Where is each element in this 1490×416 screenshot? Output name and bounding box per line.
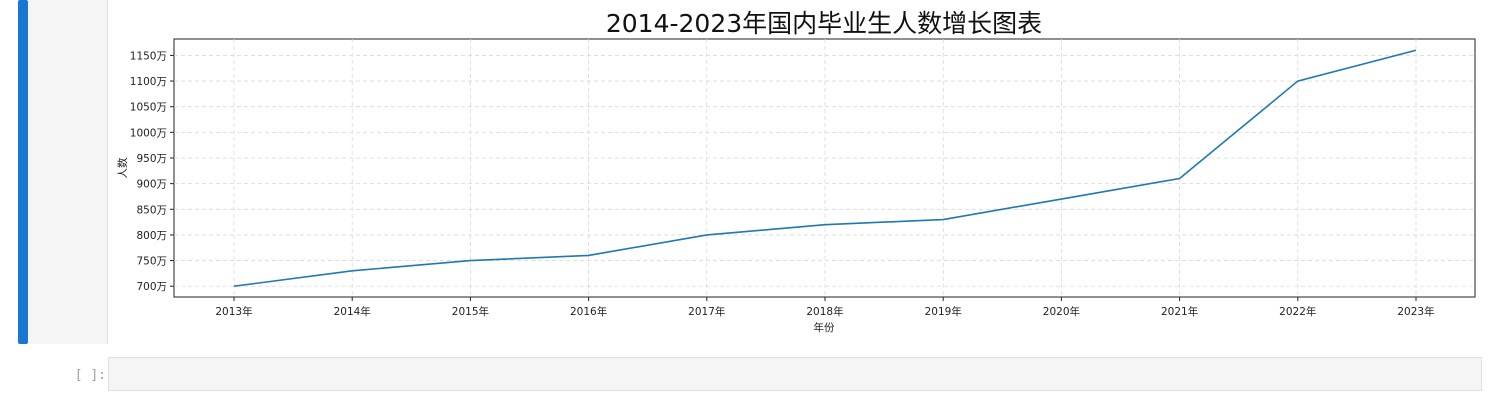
y-tick-label: 1150万	[130, 50, 167, 62]
y-axis-ticks: 700万 750万 800万 850万 900万 950万 1000万 1050万 1100万 1…	[130, 50, 174, 293]
y-tick-label: 950万	[136, 153, 167, 165]
input-prompt: [ ]:	[74, 368, 106, 383]
y-tick-label: 850万	[136, 204, 167, 216]
y-tick-label: 750万	[136, 256, 167, 268]
y-tick-label: 800万	[136, 230, 167, 242]
x-tick-label: 2022年	[1279, 305, 1316, 318]
y-tick-label: 700万	[136, 281, 167, 293]
x-tick-label: 2021年	[1161, 305, 1198, 318]
x-tick-label: 2017年	[688, 305, 725, 318]
x-tick-label: 2018年	[806, 305, 843, 318]
y-tick-label: 1050万	[130, 102, 167, 114]
chart-title: 2014-2023年国内毕业生人数增长图表	[606, 9, 1042, 38]
output-prompt-area	[28, 0, 108, 344]
chart-output: 2014-2023年国内毕业生人数增长图表 2013年 2014年 2015年 201…	[108, 0, 1490, 344]
line-chart: 2014-2023年国内毕业生人数增长图表 2013年 2014年 2015年 201…	[116, 9, 1476, 334]
x-axis-ticks: 2013年 2014年 2015年 2016年 2017年 2018年 2019年 2020年…	[215, 297, 1435, 318]
y-tick-label: 1000万	[130, 127, 167, 139]
x-tick-label: 2016年	[570, 305, 607, 318]
x-tick-label: 2015年	[452, 305, 489, 318]
x-axis-label: 年份	[814, 321, 835, 334]
active-cell-indicator	[18, 0, 28, 344]
series-layer	[233, 49, 1417, 288]
y-tick-label: 900万	[136, 179, 167, 191]
x-tick-label: 2019年	[925, 305, 962, 318]
grid	[174, 39, 1475, 297]
x-tick-label: 2013年	[215, 305, 252, 318]
code-input-cell[interactable]	[108, 357, 1482, 391]
y-tick-label: 1100万	[130, 76, 167, 88]
x-tick-label: 2020年	[1043, 305, 1080, 318]
y-axis-label: 人数	[116, 157, 129, 178]
plot-frame	[173, 38, 1476, 298]
x-tick-label: 2023年	[1397, 305, 1434, 318]
x-tick-label: 2014年	[334, 305, 371, 318]
